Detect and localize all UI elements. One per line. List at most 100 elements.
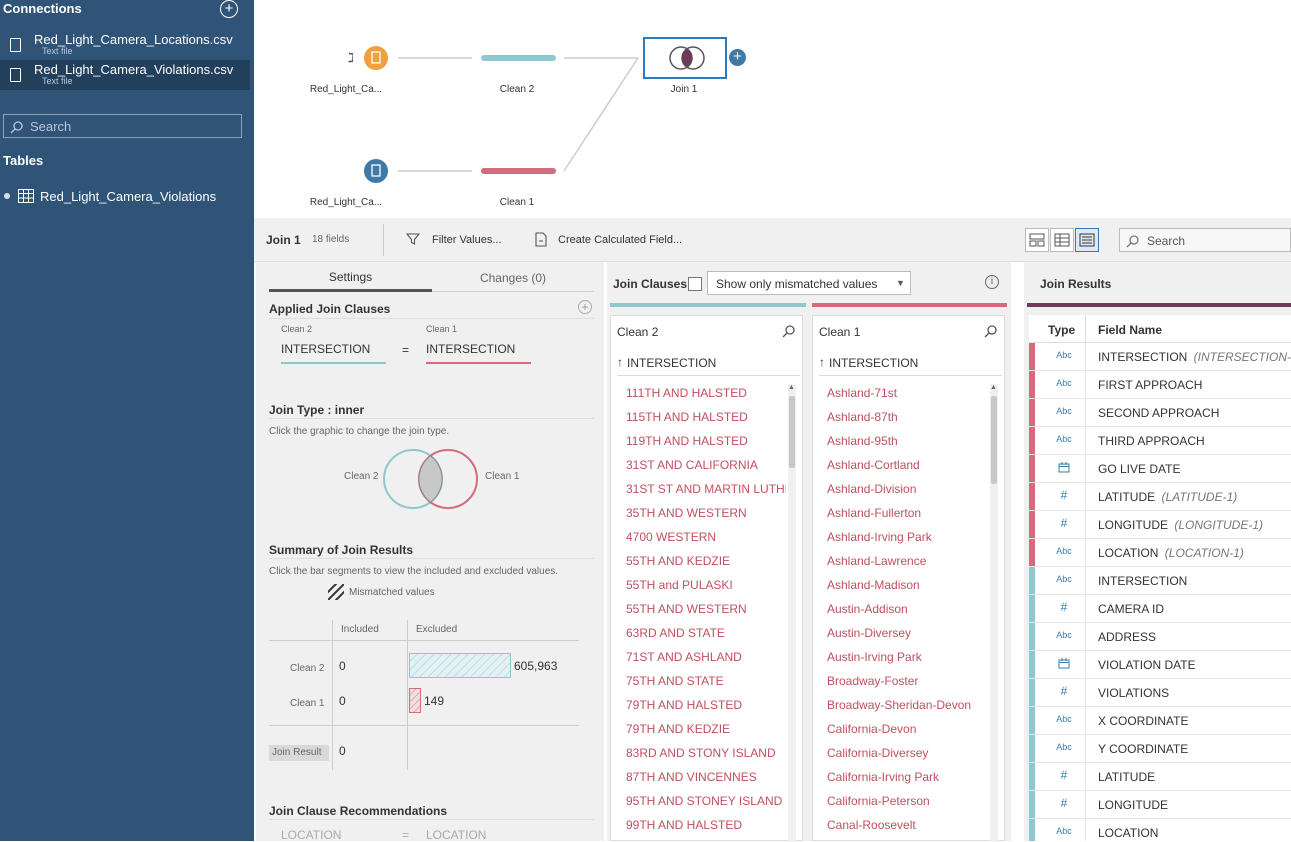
input-node-bottom[interactable] xyxy=(364,159,388,183)
string-type-icon[interactable]: Abc xyxy=(1056,574,1072,584)
field-row[interactable]: Abc X COORDINATE xyxy=(1029,707,1291,735)
field-row[interactable]: Abc LOCATION (LOCATION-1) xyxy=(1029,539,1291,567)
value-item[interactable]: Broadway-Sheridan-Devon xyxy=(827,698,972,712)
connection-item[interactable]: Red_Light_Camera_Locations.csv Text file xyxy=(0,30,250,60)
string-type-icon[interactable]: Abc xyxy=(1056,406,1072,416)
string-type-icon[interactable]: Abc xyxy=(1056,742,1072,752)
value-item[interactable]: 4700 WESTERN xyxy=(626,530,717,544)
view-grid-button[interactable] xyxy=(1050,228,1074,252)
value-item[interactable]: 55TH AND KEDZIE xyxy=(626,554,731,568)
tab-changes[interactable]: Changes (0) xyxy=(432,262,594,292)
string-type-icon[interactable]: Abc xyxy=(1056,826,1072,836)
value-item[interactable]: 119TH AND HALSTED xyxy=(626,434,748,448)
string-type-icon[interactable]: Abc xyxy=(1056,630,1072,640)
field-row[interactable]: Abc Y COORDINATE xyxy=(1029,735,1291,763)
field-row[interactable]: Abc INTERSECTION (INTERSECTION-... xyxy=(1029,343,1291,371)
field-row[interactable]: # LONGITUDE xyxy=(1029,791,1291,819)
mismatch-dropdown[interactable]: Show only mismatched values ▼ xyxy=(707,271,911,295)
value-item[interactable]: Ashland-71st xyxy=(827,386,898,400)
sidebar-search-input[interactable]: Search xyxy=(3,114,242,138)
value-item[interactable]: Canal-Roosevelt xyxy=(827,818,916,832)
scrollbar-track[interactable]: ▲ xyxy=(788,384,796,842)
table-item[interactable]: Red_Light_Camera_Violations xyxy=(4,188,244,206)
field-row[interactable]: Abc ADDRESS xyxy=(1029,623,1291,651)
filter-values-button[interactable]: Filter Values... xyxy=(404,230,509,250)
value-item[interactable]: Austin-Addison xyxy=(827,602,908,616)
field-row[interactable]: Abc SECOND APPROACH xyxy=(1029,399,1291,427)
field-row[interactable]: # LATITUDE (LATITUDE-1) xyxy=(1029,483,1291,511)
value-item[interactable]: 99TH AND HALSTED xyxy=(626,818,743,832)
value-item[interactable]: 115TH AND HALSTED xyxy=(626,410,748,424)
value-item[interactable]: Ashland-Fullerton xyxy=(827,506,922,520)
flow-canvas[interactable]: ℷ Red_Light_Ca... Clean 2 Red_Light_Ca..… xyxy=(254,0,1291,218)
search-icon[interactable] xyxy=(782,324,796,338)
number-type-icon[interactable]: # xyxy=(1060,488,1068,502)
add-step-icon[interactable]: + xyxy=(729,49,746,66)
string-type-icon[interactable]: Abc xyxy=(1056,378,1072,388)
tab-settings[interactable]: Settings xyxy=(269,262,432,292)
sort-asc-icon[interactable]: ↑ xyxy=(617,355,623,369)
value-item[interactable]: Ashland-Lawrence xyxy=(827,554,927,568)
value-item[interactable]: 87TH AND VINCENNES xyxy=(626,770,757,784)
value-item[interactable]: 95TH AND STONEY ISLAND xyxy=(626,794,783,808)
field-row[interactable]: GO LIVE DATE xyxy=(1029,455,1291,483)
field-row[interactable]: VIOLATION DATE xyxy=(1029,651,1291,679)
string-type-icon[interactable]: Abc xyxy=(1056,350,1072,360)
field-row[interactable]: # LATITUDE xyxy=(1029,763,1291,791)
clean2-node[interactable] xyxy=(481,55,556,61)
mismatch-checkbox[interactable] xyxy=(688,277,702,291)
number-type-icon[interactable]: # xyxy=(1060,796,1068,810)
search-icon[interactable] xyxy=(984,324,998,338)
join-node[interactable] xyxy=(643,37,727,79)
value-item[interactable]: 63RD AND STATE xyxy=(626,626,725,640)
string-type-icon[interactable]: Abc xyxy=(1056,714,1072,724)
field-row[interactable]: Abc THIRD APPROACH xyxy=(1029,427,1291,455)
value-item[interactable]: 79TH AND HALSTED xyxy=(626,698,743,712)
view-list-button[interactable] xyxy=(1075,228,1099,252)
value-item[interactable]: Ashland-Irving Park xyxy=(827,530,932,544)
field-row[interactable]: Abc FIRST APPROACH xyxy=(1029,371,1291,399)
value-item[interactable]: Ashland-Division xyxy=(827,482,917,496)
value-item[interactable]: 55TH AND WESTERN xyxy=(626,602,747,616)
value-item[interactable]: Ashland-95th xyxy=(827,434,898,448)
value-item[interactable]: California-Diversey xyxy=(827,746,929,760)
scrollbar-thumb[interactable] xyxy=(991,396,997,484)
string-type-icon[interactable]: Abc xyxy=(1056,546,1072,556)
value-item[interactable]: 35TH AND WESTERN xyxy=(626,506,747,520)
field-row[interactable]: # VIOLATIONS xyxy=(1029,679,1291,707)
date-type-icon[interactable] xyxy=(1049,658,1079,671)
input-node-top[interactable] xyxy=(364,46,388,70)
value-item[interactable]: 71ST AND ASHLAND xyxy=(626,650,742,664)
number-type-icon[interactable]: # xyxy=(1060,516,1068,530)
value-item[interactable]: 111TH AND HALSTED xyxy=(626,386,747,400)
number-type-icon[interactable]: # xyxy=(1060,684,1068,698)
value-item[interactable]: Ashland-87th xyxy=(827,410,898,424)
number-type-icon[interactable]: # xyxy=(1060,768,1068,782)
excluded-bar-clean2[interactable] xyxy=(409,653,511,678)
recommend-right[interactable]: LOCATION xyxy=(426,828,487,842)
clause-operator[interactable]: = xyxy=(402,343,410,357)
info-icon[interactable]: i xyxy=(985,275,999,289)
field-row[interactable]: Abc INTERSECTION xyxy=(1029,567,1291,595)
value-item[interactable]: 31ST AND CALIFORNIA xyxy=(626,458,758,472)
left-clause-field[interactable]: INTERSECTION xyxy=(281,342,386,364)
add-clause-icon[interactable]: + xyxy=(578,300,592,314)
scrollbar-track[interactable]: ▲ xyxy=(990,384,998,842)
value-item[interactable]: 55TH and PULASKI xyxy=(626,578,733,592)
value-item[interactable]: 75TH AND STATE xyxy=(626,674,724,688)
value-item[interactable]: Austin-Irving Park xyxy=(827,650,922,664)
create-calculated-field-button[interactable]: Create Calculated Field... xyxy=(532,230,682,250)
number-type-icon[interactable]: # xyxy=(1060,600,1068,614)
value-item[interactable]: Austin-Diversey xyxy=(827,626,912,640)
date-type-icon[interactable] xyxy=(1049,462,1079,475)
field-row[interactable]: # CAMERA ID xyxy=(1029,595,1291,623)
connection-item[interactable]: Red_Light_Camera_Violations.csv Text fil… xyxy=(0,60,250,90)
recommend-left[interactable]: LOCATION xyxy=(281,828,342,842)
value-item[interactable]: California-Devon xyxy=(827,722,917,736)
right-clause-field[interactable]: INTERSECTION xyxy=(426,342,531,364)
value-item[interactable]: Ashland-Cortland xyxy=(827,458,920,472)
value-item[interactable]: California-Peterson xyxy=(827,794,930,808)
join-type-venn[interactable] xyxy=(382,449,482,511)
scrollbar-thumb[interactable] xyxy=(789,396,795,468)
string-type-icon[interactable]: Abc xyxy=(1056,434,1072,444)
